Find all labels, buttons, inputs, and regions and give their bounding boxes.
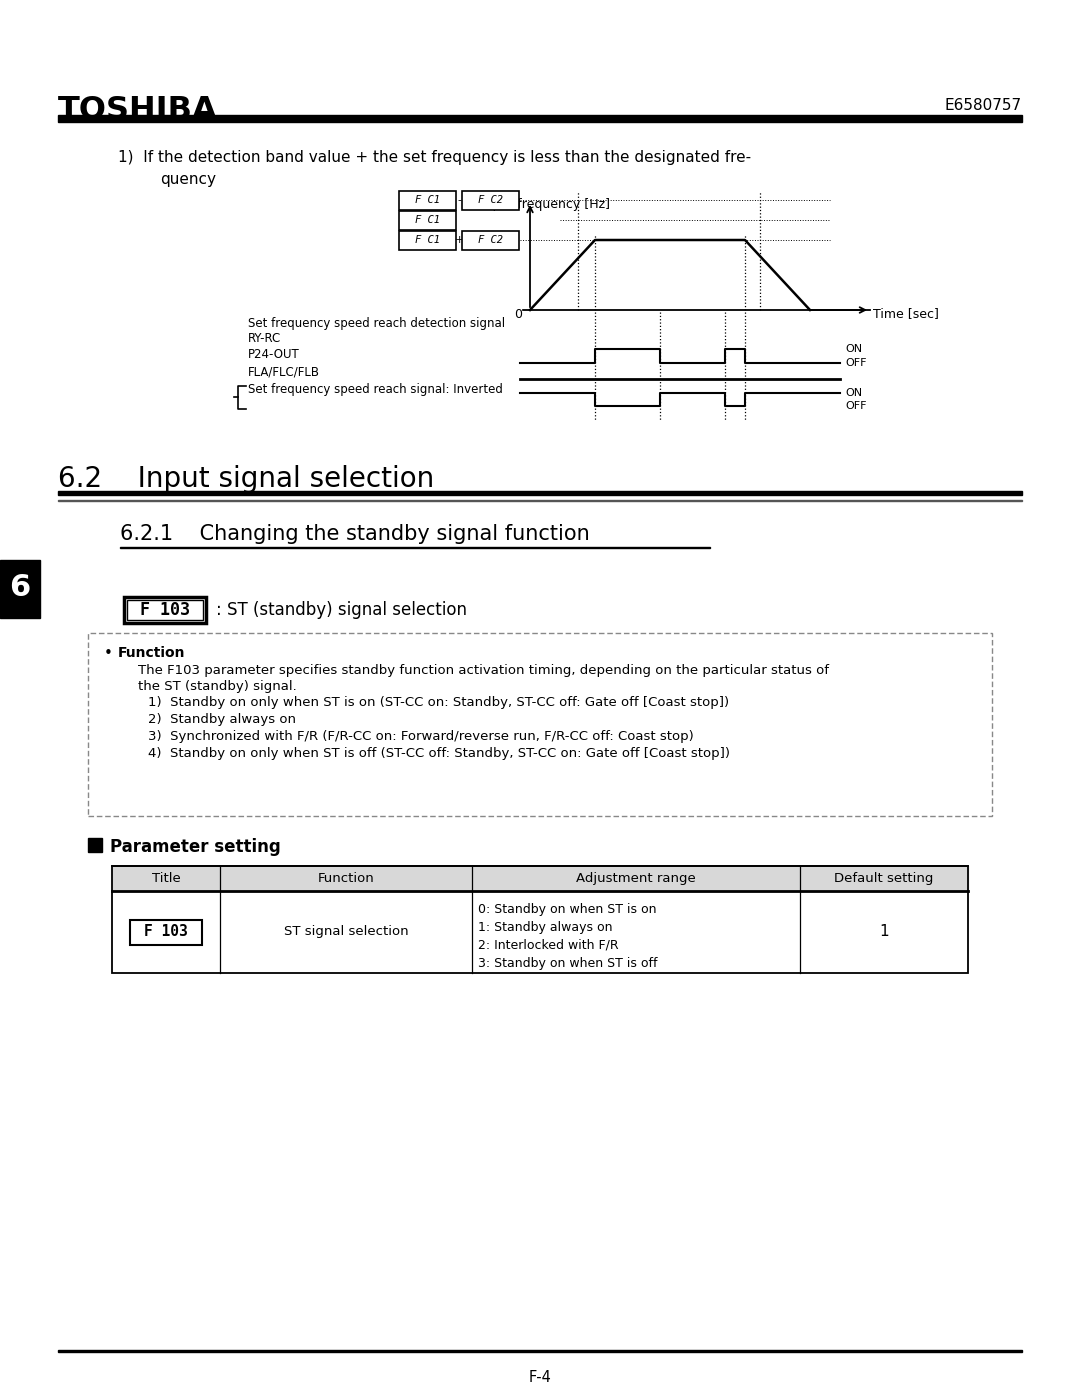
FancyBboxPatch shape [87, 633, 993, 816]
Text: 1)  If the detection band value + the set frequency is less than the designated : 1) If the detection band value + the set… [118, 149, 751, 165]
Bar [58, 500, 1022, 502]
FancyBboxPatch shape [127, 599, 203, 620]
Text: TOSHIBA: TOSHIBA [58, 95, 218, 126]
Text: OFF: OFF [845, 358, 866, 367]
FancyBboxPatch shape [462, 190, 519, 210]
Bar [120, 546, 710, 548]
FancyBboxPatch shape [399, 211, 456, 229]
FancyBboxPatch shape [399, 190, 456, 210]
FancyBboxPatch shape [130, 919, 202, 944]
Text: Title: Title [151, 872, 180, 886]
Text: 1: 1 [879, 925, 889, 940]
Text: +: + [455, 235, 463, 244]
FancyBboxPatch shape [124, 597, 206, 623]
Text: E6580757: E6580757 [945, 98, 1022, 113]
Text: 2: Interlocked with F/R: 2: Interlocked with F/R [478, 939, 619, 951]
Text: 6.2    Input signal selection: 6.2 Input signal selection [58, 465, 434, 493]
Text: F C2: F C2 [478, 235, 503, 244]
Text: quency: quency [160, 172, 216, 187]
Text: the ST (standby) signal.: the ST (standby) signal. [138, 680, 297, 693]
Text: F C1: F C1 [415, 215, 440, 225]
Bar [112, 866, 968, 891]
Text: OFF: OFF [845, 401, 866, 411]
Text: F C1: F C1 [415, 196, 440, 205]
Text: F C2: F C2 [478, 196, 503, 205]
Text: FLA/FLC/FLB: FLA/FLC/FLB [248, 366, 320, 379]
Bar [87, 838, 102, 852]
Text: F 103: F 103 [140, 601, 190, 619]
Text: Set frequency speed reach detection signal: Set frequency speed reach detection sign… [248, 317, 505, 330]
Text: 0: Standby on when ST is on: 0: Standby on when ST is on [478, 902, 657, 916]
Text: Default setting: Default setting [835, 872, 934, 886]
Text: •: • [104, 645, 113, 661]
Text: F-4: F-4 [528, 1370, 552, 1384]
Text: 2)  Standby always on: 2) Standby always on [148, 712, 296, 726]
Text: 1)  Standby on only when ST is on (ST-CC on: Standby, ST-CC off: Gate off [Coast: 1) Standby on only when ST is on (ST-CC … [148, 696, 729, 710]
Text: Output frequency [Hz]: Output frequency [Hz] [470, 198, 610, 211]
Text: Adjustment range: Adjustment range [576, 872, 696, 886]
Text: Function: Function [318, 872, 375, 886]
Text: 6.2.1    Changing the standby signal function: 6.2.1 Changing the standby signal functi… [120, 524, 590, 543]
Bar [58, 115, 1022, 122]
Bar [0, 560, 40, 617]
FancyBboxPatch shape [399, 231, 456, 250]
Text: -: - [457, 196, 461, 205]
Text: F C1: F C1 [415, 235, 440, 244]
Text: 3)  Synchronized with F/R (F/R-CC on: Forward/reverse run, F/R-CC off: Coast sto: 3) Synchronized with F/R (F/R-CC on: For… [148, 731, 693, 743]
Text: : ST (standby) signal selection: : ST (standby) signal selection [216, 601, 467, 619]
Text: 4)  Standby on only when ST is off (ST-CC off: Standby, ST-CC on: Gate off [Coas: 4) Standby on only when ST is off (ST-CC… [148, 747, 730, 760]
Text: ON: ON [845, 388, 862, 398]
Text: 6: 6 [10, 573, 30, 602]
Text: F 103: F 103 [144, 925, 188, 940]
Text: ST signal selection: ST signal selection [284, 925, 408, 939]
Bar [58, 490, 1022, 495]
FancyBboxPatch shape [462, 231, 519, 250]
Text: 3: Standby on when ST is off: 3: Standby on when ST is off [478, 957, 658, 970]
Text: P24-OUT: P24-OUT [248, 348, 300, 362]
Text: Parameter setting: Parameter setting [110, 838, 281, 856]
Text: 1: Standby always on: 1: Standby always on [478, 921, 612, 935]
Text: RY-RC: RY-RC [248, 331, 281, 345]
Text: 0: 0 [514, 307, 522, 321]
Text: ON: ON [845, 344, 862, 353]
Text: Set frequency speed reach signal: Inverted: Set frequency speed reach signal: Invert… [248, 384, 503, 397]
Text: Time [sec]: Time [sec] [873, 307, 939, 320]
Text: Function: Function [118, 645, 186, 659]
Text: The F103 parameter specifies standby function activation timing, depending on th: The F103 parameter specifies standby fun… [138, 664, 829, 678]
Bar [112, 866, 968, 972]
Bar [58, 1350, 1022, 1352]
